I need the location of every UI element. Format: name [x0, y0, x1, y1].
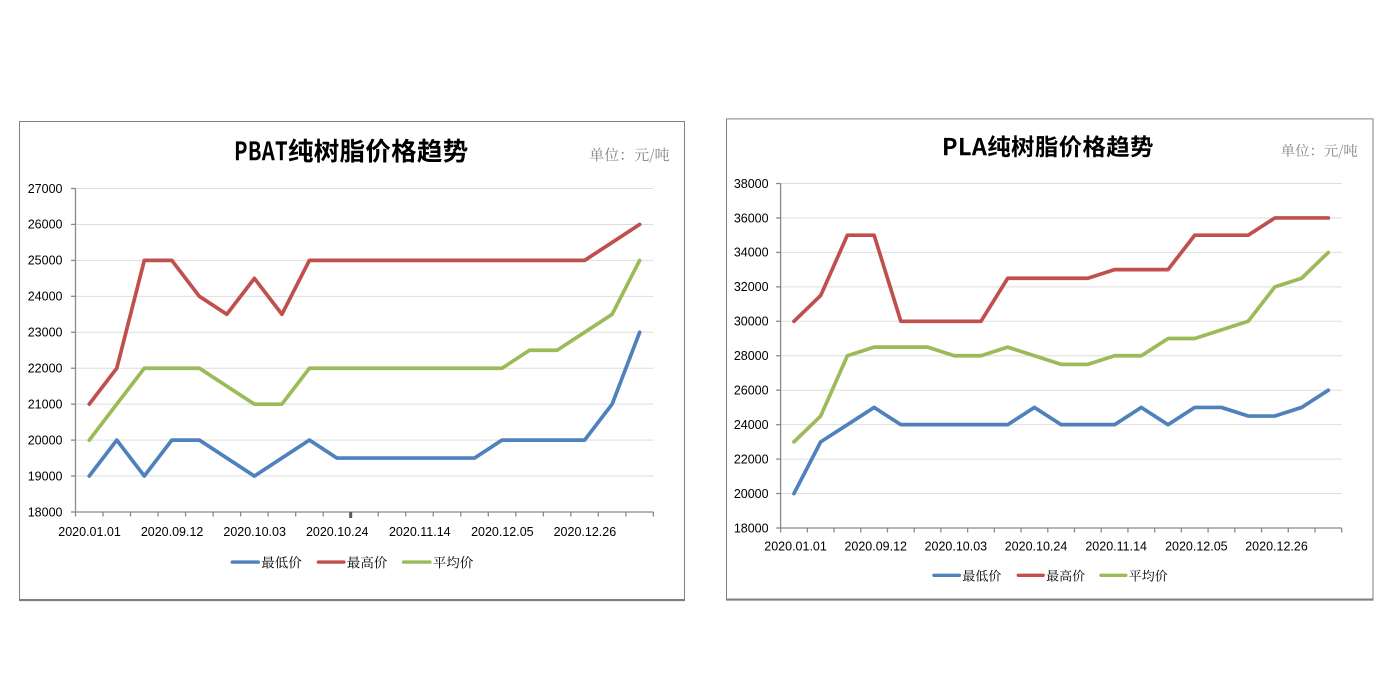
svg-text:2020.09.12: 2020.09.12 [141, 525, 204, 539]
svg-text:2020.10.03: 2020.10.03 [925, 540, 988, 554]
svg-text:38000: 38000 [734, 177, 769, 191]
svg-text:36000: 36000 [734, 211, 769, 225]
svg-text:24000: 24000 [28, 290, 63, 304]
svg-text:2020.12.26: 2020.12.26 [1245, 540, 1308, 554]
svg-text:19000: 19000 [28, 469, 63, 483]
svg-text:2020.01.01: 2020.01.01 [58, 525, 121, 539]
svg-text:18000: 18000 [734, 521, 769, 535]
svg-text:26000: 26000 [734, 384, 769, 398]
svg-text:18000: 18000 [28, 505, 63, 519]
svg-text:2020.11.14: 2020.11.14 [1085, 540, 1147, 554]
svg-text:26000: 26000 [28, 218, 63, 232]
svg-text:30000: 30000 [734, 315, 769, 329]
svg-text:28000: 28000 [734, 349, 769, 363]
svg-text:2020.10.24: 2020.10.24 [306, 525, 369, 539]
svg-text:2020.12.05: 2020.12.05 [1165, 540, 1228, 554]
svg-text:2020.10.24: 2020.10.24 [1005, 540, 1068, 554]
svg-text:2020.11.14: 2020.11.14 [389, 525, 451, 539]
svg-text:20000: 20000 [734, 487, 769, 501]
svg-text:22000: 22000 [28, 362, 63, 376]
svg-text:32000: 32000 [734, 280, 769, 294]
svg-text:24000: 24000 [734, 418, 769, 432]
svg-text:34000: 34000 [734, 246, 769, 260]
svg-text:2020.09.12: 2020.09.12 [844, 540, 907, 554]
svg-text:21000: 21000 [28, 397, 63, 411]
svg-text:2020.12.26: 2020.12.26 [554, 525, 617, 539]
svg-text:25000: 25000 [28, 254, 63, 268]
svg-text:2020.10.03: 2020.10.03 [223, 525, 286, 539]
svg-text:22000: 22000 [734, 452, 769, 466]
svg-text:27000: 27000 [28, 182, 63, 196]
svg-text:20000: 20000 [28, 433, 63, 447]
svg-text:23000: 23000 [28, 326, 63, 340]
svg-text:2020.01.01: 2020.01.01 [764, 540, 827, 554]
svg-text:2020.12.05: 2020.12.05 [471, 525, 534, 539]
